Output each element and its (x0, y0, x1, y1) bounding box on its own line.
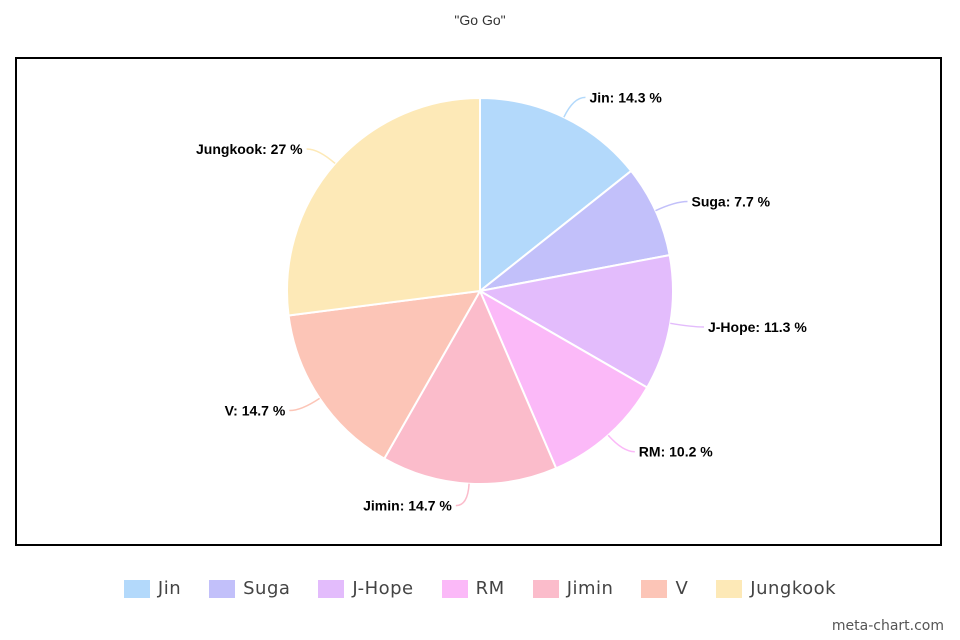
data-label: Jimin: 14.7 % (363, 498, 452, 514)
legend: Jin Suga J-Hope RM Jimin V Jungkook (0, 578, 960, 599)
legend-swatch (441, 579, 468, 598)
legend-item-rm[interactable]: RM (441, 578, 505, 599)
legend-swatch (716, 579, 743, 598)
leader-line (607, 434, 635, 453)
leader-line (306, 148, 336, 165)
data-label: Jin: 14.3 % (589, 89, 662, 105)
legend-label: V (675, 578, 689, 599)
chart-frame (15, 57, 942, 546)
legend-item-j-hope[interactable]: J-Hope (318, 578, 413, 599)
legend-label: Jin (157, 578, 182, 599)
data-label: V: 14.7 % (225, 403, 286, 419)
legend-item-jungkook[interactable]: Jungkook (716, 578, 836, 599)
pie-slice-j-hope[interactable] (477, 253, 674, 389)
pie-slice-rm[interactable] (477, 288, 649, 470)
pie-slice-jungkook[interactable] (286, 96, 481, 317)
chart-title: "Go Go" (454, 12, 506, 28)
data-label: RM: 10.2 % (639, 444, 713, 460)
legend-item-jimin[interactable]: Jimin (532, 578, 614, 599)
leader-line (670, 322, 704, 328)
leader-line (455, 483, 470, 507)
legend-label: Jimin (566, 578, 614, 599)
legend-label: J-Hope (352, 578, 414, 599)
leader-line (655, 200, 688, 212)
leader-line (563, 96, 586, 118)
legend-swatch (641, 579, 668, 598)
data-label: Suga: 7.7 % (691, 194, 770, 210)
legend-item-jin[interactable]: Jin (123, 578, 182, 599)
legend-swatch (532, 579, 559, 598)
legend-swatch (209, 579, 236, 598)
legend-item-v[interactable]: V (641, 578, 688, 599)
legend-swatch (318, 579, 345, 598)
leader-line (289, 397, 321, 412)
data-label: J-Hope: 11.3 % (708, 319, 807, 335)
pie-chart: Jin: 14.3 % Suga: 7.7 % J-Hope: 11.3 % RM: … (196, 89, 807, 514)
watermark: meta-chart.com (831, 618, 944, 634)
legend-item-suga[interactable]: Suga (209, 578, 290, 599)
legend-swatch (123, 579, 150, 598)
pie-slice-suga[interactable] (479, 169, 671, 292)
legend-label: Suga (243, 578, 291, 599)
legend-label: RM (475, 578, 505, 599)
legend-label: Jungkook (750, 578, 837, 599)
pie-slice-jin[interactable] (479, 96, 633, 294)
data-label: Jungkook: 27 % (196, 141, 303, 157)
